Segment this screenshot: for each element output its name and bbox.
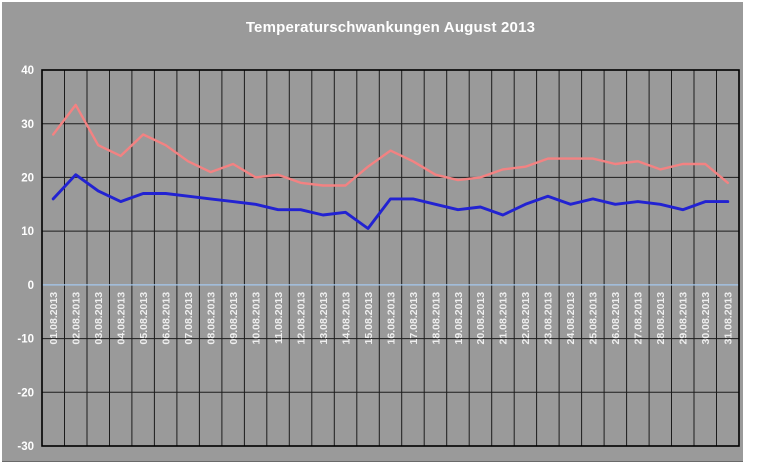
x-tick-label: 13.08.2013 <box>318 292 330 345</box>
x-tick-label: 07.08.2013 <box>183 292 195 345</box>
y-tick-label: -30 <box>17 441 34 453</box>
x-tick-label: 09.08.2013 <box>228 292 240 345</box>
plot-svg: 40 30 20 10 0 -10 -20 -30 01.08.2013 02.08.2013 03… <box>17 65 740 453</box>
x-tick-label: 04.08.2013 <box>115 292 127 345</box>
y-tick-label: 40 <box>21 65 34 77</box>
x-axis-labels: 01.08.2013 02.08.2013 03.08.2013 04.08.2013… <box>48 292 735 345</box>
x-tick-label: 05.08.2013 <box>138 292 150 345</box>
x-tick-label: 19.08.2013 <box>453 292 465 345</box>
x-tick-label: 08.08.2013 <box>205 292 217 345</box>
y-tick-label: -20 <box>17 387 34 399</box>
x-tick-label: 12.08.2013 <box>295 292 307 345</box>
gridlines <box>42 70 739 446</box>
x-tick-label: 24.08.2013 <box>565 292 577 345</box>
y-tick-label: 30 <box>21 119 34 131</box>
y-tick-label: -10 <box>17 334 34 346</box>
y-tick-label: 0 <box>28 280 34 292</box>
x-tick-label: 26.08.2013 <box>610 292 622 345</box>
x-tick-label: 29.08.2013 <box>678 292 690 345</box>
x-tick-label: 20.08.2013 <box>475 292 487 345</box>
x-tick-label: 15.08.2013 <box>363 292 375 345</box>
x-tick-label: 06.08.2013 <box>160 292 172 345</box>
red-series-line <box>52 103 729 187</box>
x-tick-label: 30.08.2013 <box>700 292 712 345</box>
y-tick-label: 10 <box>21 226 34 238</box>
x-tick-label: 27.08.2013 <box>633 292 645 345</box>
chart-title: Temperaturschwankungen August 2013 <box>245 19 536 36</box>
x-tick-label: 02.08.2013 <box>70 292 82 345</box>
x-tick-label: 25.08.2013 <box>588 292 600 345</box>
x-tick-label: 17.08.2013 <box>408 292 420 345</box>
y-tick-label: 20 <box>21 173 34 185</box>
x-tick-label: 28.08.2013 <box>655 292 667 345</box>
x-tick-label: 03.08.2013 <box>93 292 105 345</box>
x-tick-label: 31.08.2013 <box>723 292 735 345</box>
y-axis-labels: 40 30 20 10 0 -10 -20 -30 <box>17 65 34 453</box>
x-tick-label: 14.08.2013 <box>340 292 352 345</box>
x-tick-label: 11.08.2013 <box>273 292 285 344</box>
x-tick-label: 21.08.2013 <box>498 292 510 345</box>
x-tick-label: 22.08.2013 <box>520 292 532 345</box>
x-tick-label: 18.08.2013 <box>430 292 442 345</box>
x-tick-label: 23.08.2013 <box>543 292 555 345</box>
blue-series-line <box>51 173 730 230</box>
x-tick-label: 01.08.2013 <box>48 292 60 345</box>
chart-container: Temperaturschwankungen August 2013 40 30 2… <box>2 2 743 462</box>
plot-border <box>41 69 740 447</box>
x-tick-label: 10.08.2013 <box>250 292 262 345</box>
x-tick-label: 16.08.2013 <box>385 292 397 345</box>
